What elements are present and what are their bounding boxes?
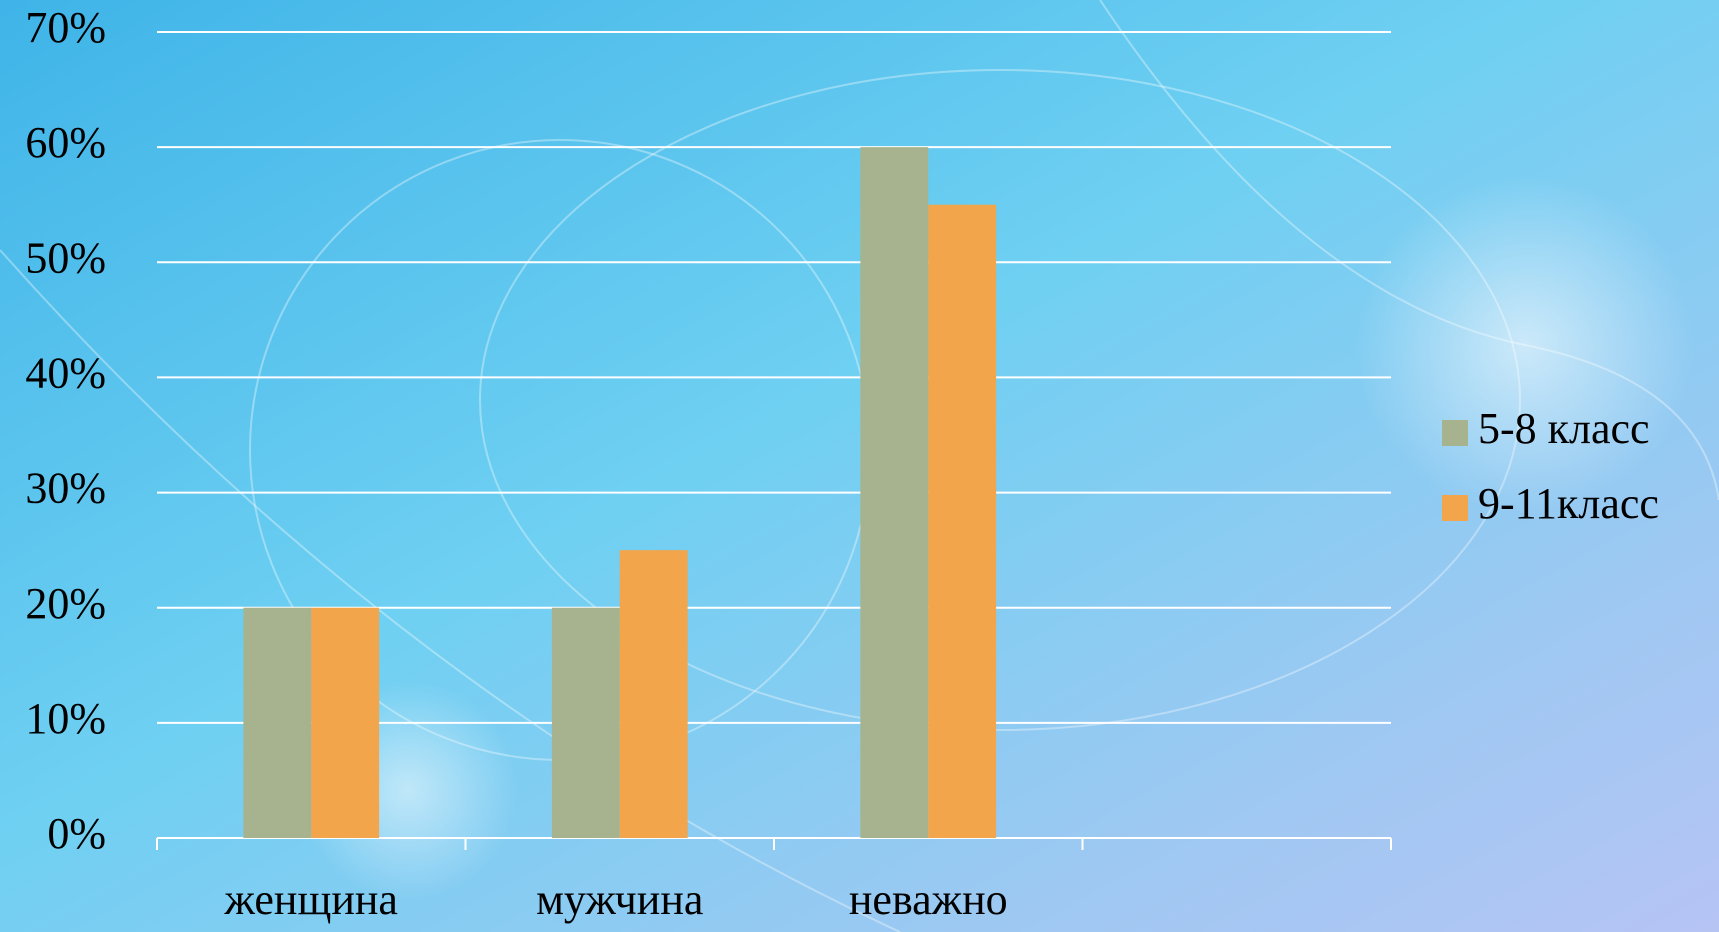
y-tick-label: 70% <box>25 3 106 52</box>
legend-label: 5-8 класс <box>1478 404 1650 453</box>
x-tick-label: мужчина <box>536 875 703 924</box>
bar <box>311 607 380 838</box>
y-tick-label: 10% <box>25 694 106 743</box>
y-tick-label: 20% <box>25 579 106 628</box>
plot: 0% 10% 20% 30% 40% 50% 60% 70% женщина мужчина нев… <box>25 3 1659 924</box>
glow <box>1355 175 1695 515</box>
legend-label: 9-11класс <box>1478 479 1659 528</box>
bar <box>243 607 312 838</box>
y-tick-label: 0% <box>47 809 106 858</box>
y-tick-label: 50% <box>25 233 106 282</box>
y-tick-label: 30% <box>25 464 106 513</box>
y-tick-label: 60% <box>25 118 106 167</box>
x-tick-label: неважно <box>849 875 1008 924</box>
bar <box>619 550 688 838</box>
legend-swatch <box>1442 420 1468 446</box>
bar <box>860 147 929 839</box>
bar <box>928 204 997 838</box>
x-tick-label: женщина <box>224 875 398 924</box>
legend-swatch <box>1442 495 1468 521</box>
bar <box>551 607 620 838</box>
y-tick-label: 40% <box>25 349 106 398</box>
